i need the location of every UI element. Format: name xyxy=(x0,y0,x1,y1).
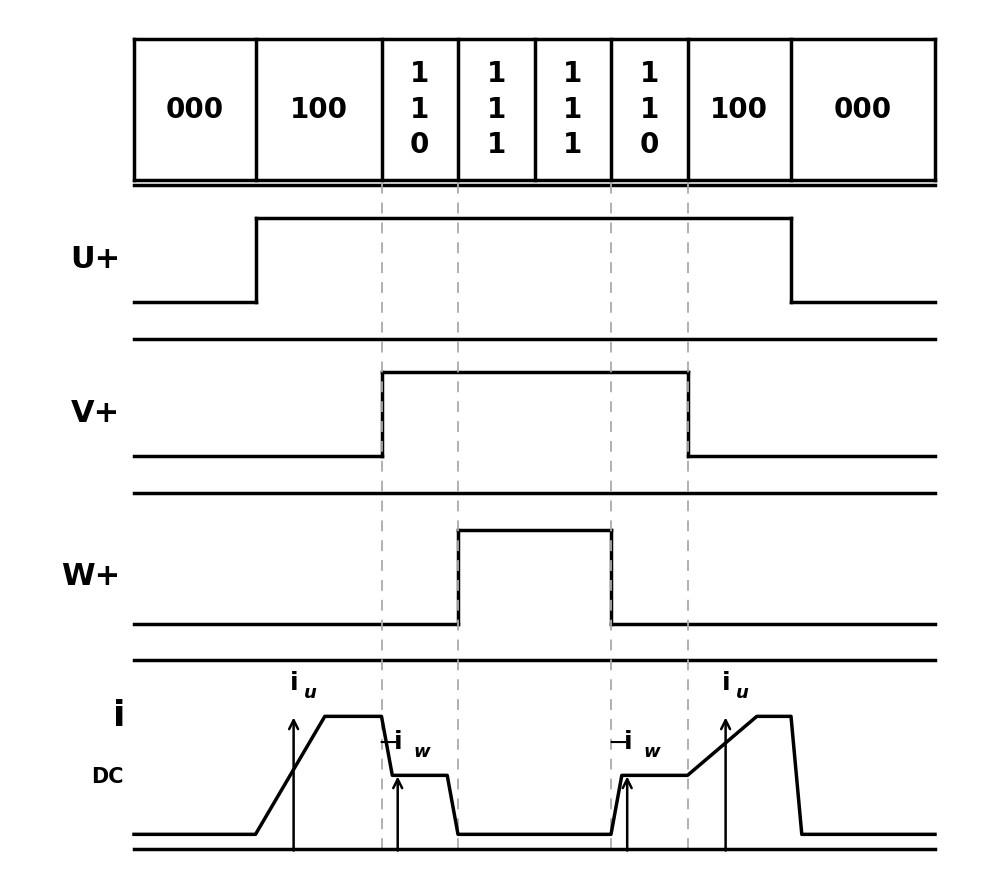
Text: u: u xyxy=(304,683,317,702)
Text: V+: V+ xyxy=(71,399,120,429)
Text: $\mathbf{i}$: $\mathbf{i}$ xyxy=(623,730,631,754)
Text: $-$: $-$ xyxy=(607,730,627,754)
Text: u: u xyxy=(736,683,749,702)
Text: 100: 100 xyxy=(290,95,348,123)
Text: 1
1
0: 1 1 0 xyxy=(640,60,659,159)
Text: w: w xyxy=(414,743,431,760)
Text: 100: 100 xyxy=(710,95,768,123)
Text: W+: W+ xyxy=(61,563,120,592)
Text: DC: DC xyxy=(91,767,123,788)
Text: $\mathbf{i}$: $\mathbf{i}$ xyxy=(393,730,402,754)
Text: $\mathbf{i}$: $\mathbf{i}$ xyxy=(289,671,298,695)
Text: 1
1
0: 1 1 0 xyxy=(410,60,429,159)
Text: $-$: $-$ xyxy=(377,730,398,754)
Text: 000: 000 xyxy=(834,95,892,123)
Text: 1
1
1: 1 1 1 xyxy=(487,60,506,159)
Text: w: w xyxy=(643,743,660,760)
Text: U+: U+ xyxy=(70,245,120,274)
Text: $\mathbf{i}$: $\mathbf{i}$ xyxy=(112,699,123,733)
Text: 000: 000 xyxy=(166,95,224,123)
Text: 1
1
1: 1 1 1 xyxy=(563,60,582,159)
Text: $\mathbf{i}$: $\mathbf{i}$ xyxy=(721,671,730,695)
